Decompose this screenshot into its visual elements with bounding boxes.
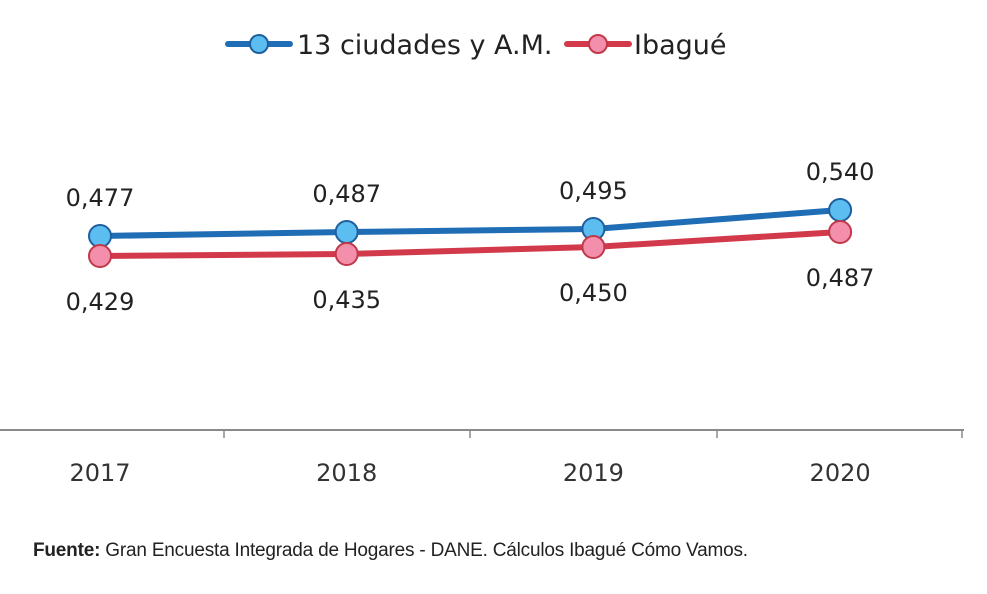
data-point [581, 235, 606, 259]
plot-area: 0,477 0,487 0,495 0,540 0,429 0,435 0,450 0,487 [66, 158, 875, 316]
data-point [828, 220, 853, 244]
legend: 13 ciudades y A.M. Ibagué [225, 30, 727, 61]
series-markers-1: 0,429 0,435 0,450 0,487 [66, 220, 875, 316]
legend-marker-series-1 [588, 34, 608, 54]
data-label: 0,487 [312, 180, 381, 208]
series-line-1 [99, 229, 841, 259]
data-point [88, 244, 112, 268]
legend-entry-series-0: 13 ciudades y A.M. [225, 30, 553, 61]
x-tick-label: 2020 [810, 459, 871, 487]
data-label: 0,477 [66, 184, 135, 212]
data-point [334, 220, 359, 244]
x-axis: 2017 2018 2019 2020 [0, 429, 964, 487]
legend-label-series-1: Ibagué [634, 30, 727, 61]
data-label: 0,435 [312, 286, 381, 314]
legend-entry-series-1: Ibagué [564, 30, 727, 61]
source-note: Fuente: Gran Encuesta Integrada de Hogar… [33, 540, 748, 562]
data-label: 0,429 [66, 288, 135, 316]
data-point [334, 242, 359, 266]
series-1 [99, 229, 841, 259]
x-axis-tick-labels: 2017 2018 2019 2020 [69, 459, 870, 487]
data-point [828, 198, 853, 222]
data-label: 0,495 [559, 177, 628, 205]
series-0 [99, 207, 841, 239]
data-label: 0,487 [806, 264, 875, 292]
data-label: 0,540 [806, 158, 875, 186]
legend-label-series-0: 13 ciudades y A.M. [297, 30, 553, 61]
source-label: Fuente: [33, 540, 101, 561]
data-point [88, 224, 112, 248]
source-text: Gran Encuesta Integrada de Hogares - DAN… [100, 540, 748, 561]
x-axis-ticks [223, 430, 963, 438]
x-tick-label: 2017 [69, 459, 130, 487]
legend-marker-series-0 [249, 34, 269, 54]
x-tick-label: 2019 [563, 459, 624, 487]
x-tick-label: 2018 [316, 459, 377, 487]
series-line-0 [99, 207, 841, 239]
data-label: 0,450 [559, 279, 628, 307]
